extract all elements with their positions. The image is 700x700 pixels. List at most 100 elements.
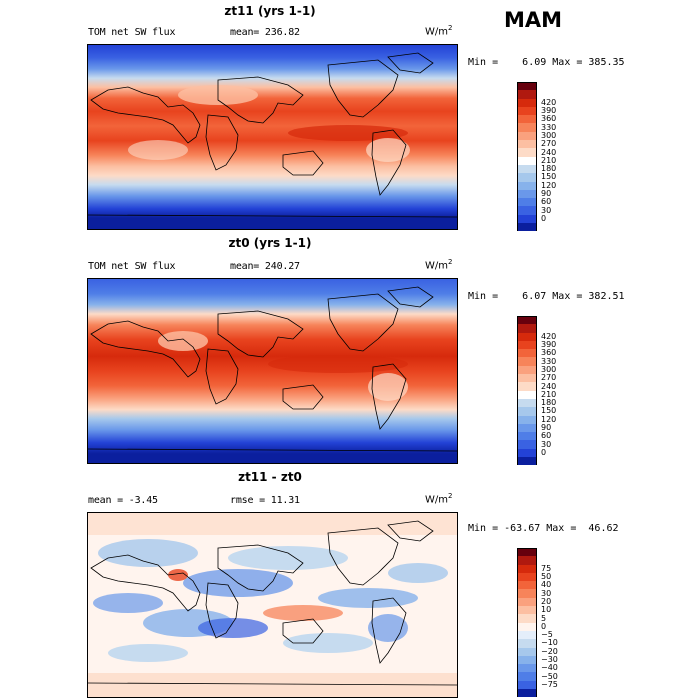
colorbar-label: 210 — [541, 389, 557, 399]
panel-3-title: zt11 - zt0 — [238, 470, 302, 484]
colorbar-swatch — [517, 214, 537, 224]
colorbar-label: 300 — [541, 364, 557, 374]
colorbar-label: −10 — [541, 638, 558, 648]
colorbar-swatch — [517, 606, 537, 615]
colorbar-label: 10 — [541, 605, 552, 615]
panel-1-title: zt11 (yrs 1-1) — [224, 4, 316, 18]
colorbar-label: 60 — [541, 197, 552, 207]
colorbar-swatch — [517, 90, 537, 99]
colorbar-swatch — [517, 365, 537, 375]
colorbar-swatch — [517, 140, 537, 149]
colorbar-swatch — [517, 440, 537, 449]
colorbar-swatch — [517, 332, 537, 341]
colorbar-swatch — [517, 148, 537, 157]
colorbar-swatch — [517, 415, 537, 424]
colorbar-label: 300 — [541, 130, 557, 140]
colorbar-swatch — [517, 672, 537, 681]
colorbar-label: 60 — [541, 431, 552, 441]
colorbar-label: 40 — [541, 580, 552, 590]
colorbar-swatch — [517, 340, 537, 350]
colorbar-swatch — [517, 581, 537, 590]
colorbar-swatch — [517, 164, 537, 174]
colorbar-swatch — [517, 98, 537, 107]
panel-3-rmse: rmse = 11.31 — [230, 495, 300, 506]
colorbar-label: 50 — [541, 572, 552, 582]
season-title: MAM — [504, 8, 563, 32]
colorbar-swatch — [517, 357, 537, 366]
colorbar-label: 240 — [541, 147, 557, 157]
colorbar-label: 420 — [541, 331, 557, 341]
colorbar-swatch — [517, 630, 537, 640]
colorbar-label: 90 — [541, 423, 552, 433]
colorbar-swatch — [517, 156, 537, 165]
colorbar-swatch — [517, 622, 537, 631]
colorbar-swatch — [517, 349, 537, 358]
colorbar-label: 30 — [541, 588, 552, 598]
colorbar-label: −30 — [541, 655, 558, 665]
colorbar-swatch — [517, 556, 537, 565]
colorbar-swatch — [517, 324, 537, 333]
colorbar-label: 180 — [541, 164, 557, 174]
colorbar-label: −5 — [541, 630, 553, 640]
panel-2-units: W/m2 — [425, 258, 453, 272]
panel-1-units: W/m2 — [425, 24, 453, 38]
colorbar-swatch — [517, 382, 537, 391]
colorbar-swatch — [517, 564, 537, 573]
colorbar-label: −50 — [541, 671, 558, 681]
colorbar-swatch — [517, 131, 537, 141]
colorbar-swatch — [517, 189, 537, 199]
colorbar-label: −20 — [541, 646, 558, 656]
panel-1-map — [87, 44, 458, 230]
panel-3-map — [87, 512, 458, 698]
colorbar-swatch — [517, 647, 537, 656]
panel-1-mean: mean= 236.82 — [230, 27, 300, 38]
colorbar-label: 0 — [541, 447, 547, 457]
colorbar-swatch — [517, 680, 537, 690]
colorbar-label: −75 — [541, 679, 558, 689]
colorbar-label: 390 — [541, 106, 557, 116]
colorbar-label: 90 — [541, 189, 552, 199]
panel-3-mean: mean = -3.45 — [88, 495, 158, 506]
colorbar-swatch — [517, 390, 537, 399]
colorbar-label: 270 — [541, 139, 557, 149]
colorbar-label: 270 — [541, 373, 557, 383]
colorbar-swatch — [517, 398, 537, 408]
colorbar-swatch — [517, 181, 537, 190]
colorbar-swatch — [517, 407, 537, 416]
colorbar-swatch — [517, 589, 537, 598]
colorbar-label: 0 — [541, 621, 547, 631]
colorbar-swatch — [517, 597, 537, 607]
colorbar-swatch — [517, 374, 537, 383]
colorbar-label: 120 — [541, 180, 557, 190]
colorbar-swatch — [517, 689, 537, 698]
colorbar-label: 240 — [541, 381, 557, 391]
colorbar-swatch — [517, 198, 537, 207]
colorbar-label: 210 — [541, 155, 557, 165]
panel-2-mean: mean= 240.27 — [230, 261, 300, 272]
colorbar-swatch — [517, 223, 537, 232]
colorbar-label: 120 — [541, 414, 557, 424]
colorbar-label: 75 — [541, 563, 552, 573]
colorbar-label: 330 — [541, 356, 557, 366]
colorbar-swatch — [517, 115, 537, 124]
colorbar-label: 150 — [541, 172, 557, 182]
colorbar-swatch — [517, 173, 537, 182]
colorbar-swatch — [517, 206, 537, 215]
colorbar-swatch — [517, 457, 537, 466]
colorbar-swatch — [517, 423, 537, 433]
colorbar-label: 0 — [541, 213, 547, 223]
colorbar-swatch — [517, 82, 537, 91]
colorbar-label: 390 — [541, 340, 557, 350]
panel-2-title: zt0 (yrs 1-1) — [228, 236, 312, 250]
panel-1-minmax: Min = 6.09 Max = 385.35 — [468, 57, 625, 68]
map-plot-difference — [88, 513, 457, 697]
colorbar-label: 20 — [541, 596, 552, 606]
panel-2-minmax: Min = 6.07 Max = 382.51 — [468, 291, 625, 302]
colorbar-swatch — [517, 448, 537, 458]
panel-3-minmax: Min = -63.67 Max = 46.62 — [468, 523, 619, 534]
colorbar-label: 180 — [541, 398, 557, 408]
colorbar-swatch — [517, 664, 537, 673]
colorbar-swatch — [517, 123, 537, 132]
colorbar-swatch — [517, 432, 537, 441]
colorbar-swatch — [517, 639, 537, 648]
